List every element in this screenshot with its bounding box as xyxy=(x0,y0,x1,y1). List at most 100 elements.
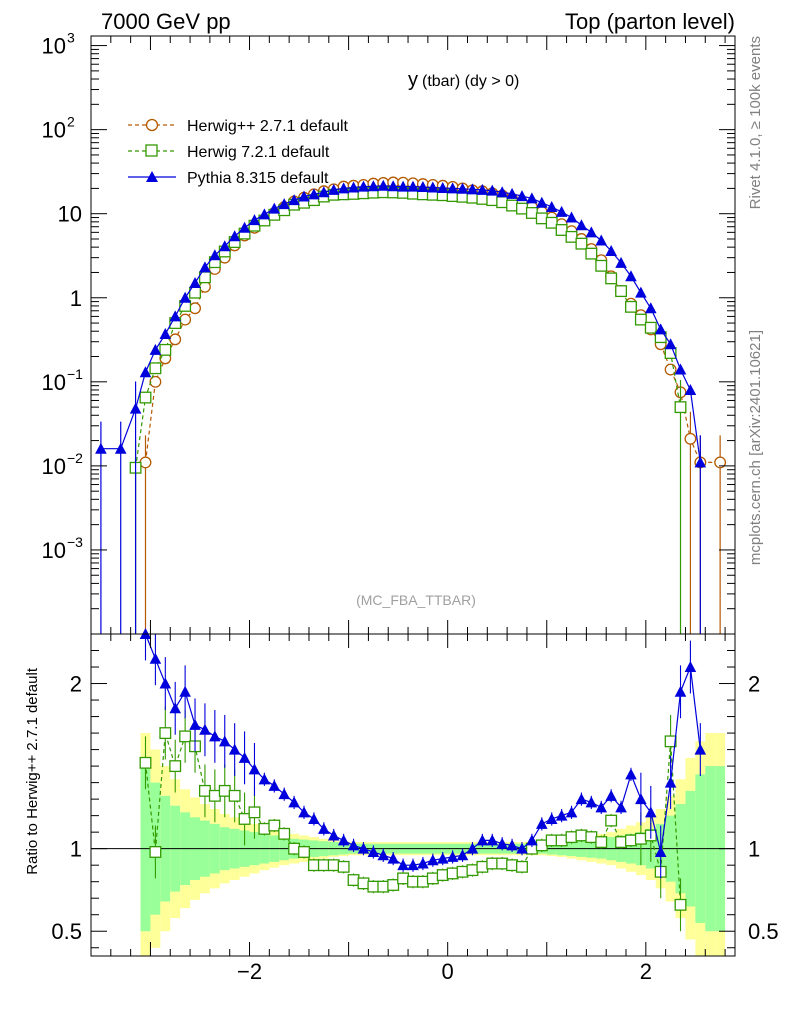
ratio-ytick-label: 0.5 xyxy=(51,919,82,944)
ratio-point-1 xyxy=(456,849,469,861)
ratio-ytick-label: 1 xyxy=(70,837,82,862)
main-point-1 xyxy=(644,321,657,334)
main-point-1 xyxy=(555,224,568,236)
ratio-point-0 xyxy=(545,834,558,847)
main-ytick-label: 10 xyxy=(42,370,66,395)
ratio-point-1 xyxy=(189,718,201,730)
main-point-0 xyxy=(139,456,152,469)
main-series-layer xyxy=(95,176,727,634)
main-line-0 xyxy=(144,181,721,463)
main-point-2 xyxy=(456,182,469,194)
main-point-2 xyxy=(179,291,191,303)
ratio-point-1 xyxy=(169,702,182,714)
legend-marker-herwig271 xyxy=(145,118,159,132)
main-point-2 xyxy=(114,442,127,454)
ratio-point-0 xyxy=(387,879,400,891)
main-point-2 xyxy=(526,192,538,204)
ratio-point-0 xyxy=(416,875,429,888)
ratio-point-0 xyxy=(615,836,628,849)
ratio-point-1 xyxy=(397,859,409,871)
ratio-panel: 0.5 0.5 1 1 2 2 −2 0 2 Ratio to Herwig++ 2.7.1 … xyxy=(24,628,779,984)
ratio-point-0 xyxy=(169,760,182,773)
main-point-1 xyxy=(535,212,548,225)
ratio-point-1 xyxy=(268,779,281,791)
main-ytick-exponent: −2 xyxy=(67,450,83,466)
main-point-2 xyxy=(238,221,251,233)
main-point-2 xyxy=(258,208,271,220)
main-point-2 xyxy=(427,181,439,193)
header-left-label: 7000 GeV pp xyxy=(101,9,231,34)
main-ytick-exponent: 3 xyxy=(67,30,75,46)
ratio-xtick-label: 2 xyxy=(640,959,652,984)
main-point-2 xyxy=(486,184,499,196)
ratio-point-0 xyxy=(337,860,350,873)
ratio-ytick-label-right: 2 xyxy=(748,672,760,697)
ratio-point-0 xyxy=(268,819,281,832)
ratio-point-1 xyxy=(327,829,340,841)
ratio-xtick-label: −2 xyxy=(237,959,262,984)
main-point-2 xyxy=(298,190,310,202)
header-right-label: Top (parton level) xyxy=(565,9,735,34)
main-point-2 xyxy=(555,205,568,217)
ratio-point-0 xyxy=(347,874,360,886)
ratio-point-0 xyxy=(426,872,439,885)
ratio-point-0 xyxy=(307,859,320,872)
ratio-point-1 xyxy=(526,834,538,846)
main-point-1 xyxy=(634,313,647,326)
main-point-1 xyxy=(575,237,588,250)
ratio-y-label: Ratio to Herwig++ 2.7.1 default xyxy=(24,667,41,875)
ratio-point-0 xyxy=(436,869,449,882)
main-point-1 xyxy=(149,362,162,375)
main-point-2 xyxy=(506,187,518,199)
ratio-point-0 xyxy=(377,880,390,893)
ratio-point-1 xyxy=(615,801,627,813)
ratio-point-1 xyxy=(555,809,568,821)
ratio-point-0 xyxy=(634,832,647,845)
ratio-point-1 xyxy=(318,822,330,834)
main-point-2 xyxy=(644,302,657,314)
legend-item-pythia: Pythia 8.315 default xyxy=(128,170,329,187)
main-ytick-label: 10 xyxy=(42,454,66,479)
main-point-0 xyxy=(179,313,192,326)
ratio-point-0 xyxy=(496,857,509,870)
main-point-0 xyxy=(684,432,697,445)
main-point-1 xyxy=(595,259,608,272)
ratio-point-1 xyxy=(228,743,241,755)
ratio-point-1 xyxy=(654,845,667,857)
main-point-1 xyxy=(585,247,598,260)
ratio-point-1 xyxy=(387,852,399,864)
ratio-ytick-label: 2 xyxy=(70,672,82,697)
plot-title-main: y xyxy=(408,69,418,91)
main-point-2 xyxy=(248,214,261,226)
main-point-2 xyxy=(595,234,608,246)
ratio-ytick-label-right: 1 xyxy=(748,837,760,862)
main-point-0 xyxy=(169,333,182,346)
main-point-2 xyxy=(684,383,697,395)
ratio-point-0 xyxy=(466,864,479,877)
main-point-2 xyxy=(565,211,578,223)
ratio-xtick-label: 0 xyxy=(442,959,454,984)
ratio-y-axis: 0.5 0.5 1 1 2 2 xyxy=(51,650,779,949)
main-point-2 xyxy=(536,196,548,208)
ratio-point-1 xyxy=(337,834,350,846)
main-point-2 xyxy=(516,190,528,202)
main-point-2 xyxy=(169,310,182,322)
ratio-point-1 xyxy=(209,730,221,742)
ratio-point-1 xyxy=(308,812,320,824)
ratio-point-1 xyxy=(476,834,489,846)
ratio-point-1 xyxy=(496,837,508,849)
ratio-point-1 xyxy=(575,793,588,805)
ratio-point-1 xyxy=(625,768,637,780)
main-ytick-label: 1 xyxy=(70,286,82,311)
main-point-1 xyxy=(615,285,628,298)
main-point-0 xyxy=(714,456,727,469)
ratio-point-1 xyxy=(347,839,360,851)
main-ytick-label: 10 xyxy=(42,538,66,563)
ratio-point-1 xyxy=(486,834,499,846)
main-point-2 xyxy=(139,366,152,378)
ratio-frame xyxy=(90,633,736,957)
ratio-point-1 xyxy=(407,859,419,871)
